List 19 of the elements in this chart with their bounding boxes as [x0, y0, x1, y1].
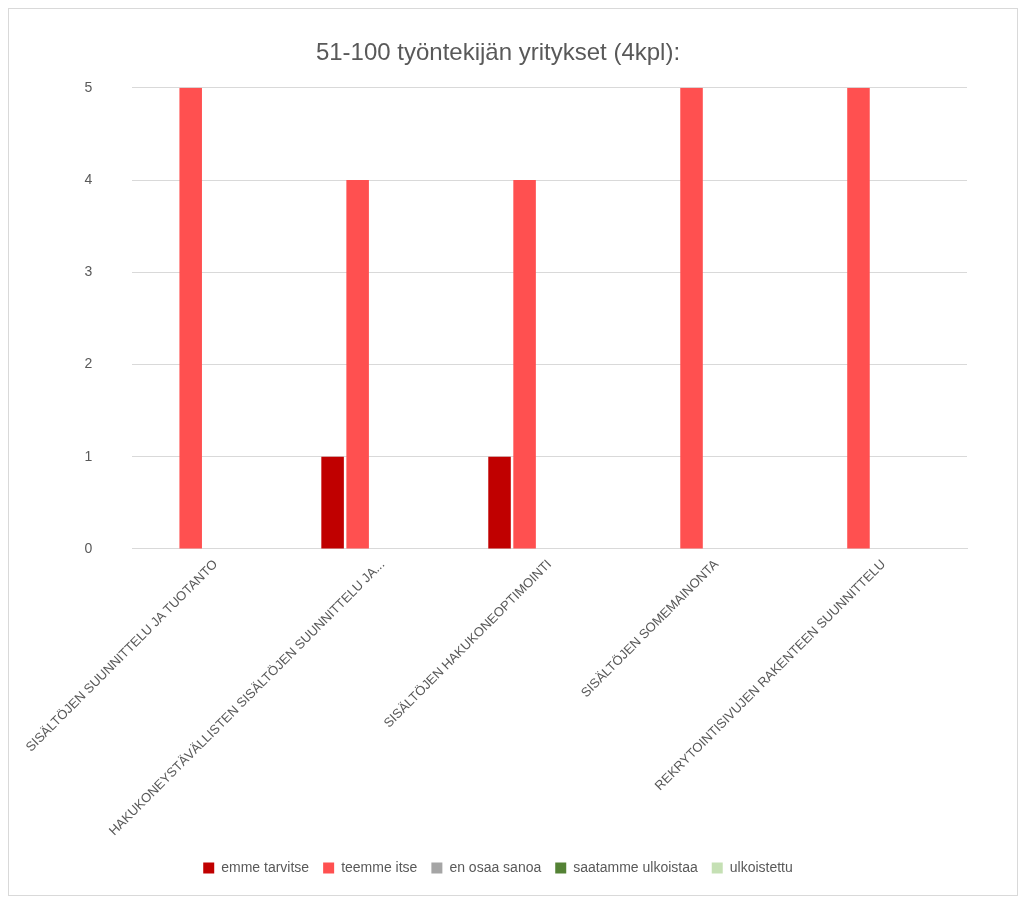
- y-tick-label: 0: [84, 539, 93, 556]
- bar: [346, 180, 369, 549]
- bar: [321, 456, 344, 549]
- bar: [513, 180, 536, 549]
- bar: [488, 456, 511, 549]
- legend-label: saatamme ulkoistaa: [573, 858, 698, 875]
- y-tick-label: 4: [84, 170, 93, 187]
- y-tick-label: 3: [84, 263, 93, 280]
- y-tick-label: 2: [84, 355, 93, 372]
- legend-label: en osaa sanoa: [449, 858, 542, 875]
- bar: [680, 87, 703, 549]
- legend-label: teemme itse: [341, 858, 418, 875]
- y-tick-label: 5: [84, 78, 93, 95]
- legend-label: emme tarvitse: [221, 858, 310, 875]
- y-tick-label: 1: [84, 447, 93, 464]
- bar: [847, 87, 870, 549]
- legend-label: ulkoistettu: [729, 858, 793, 875]
- chart-title: 51-100 työntekijän yritykset (4kpl):: [315, 38, 681, 66]
- bar: [179, 87, 202, 549]
